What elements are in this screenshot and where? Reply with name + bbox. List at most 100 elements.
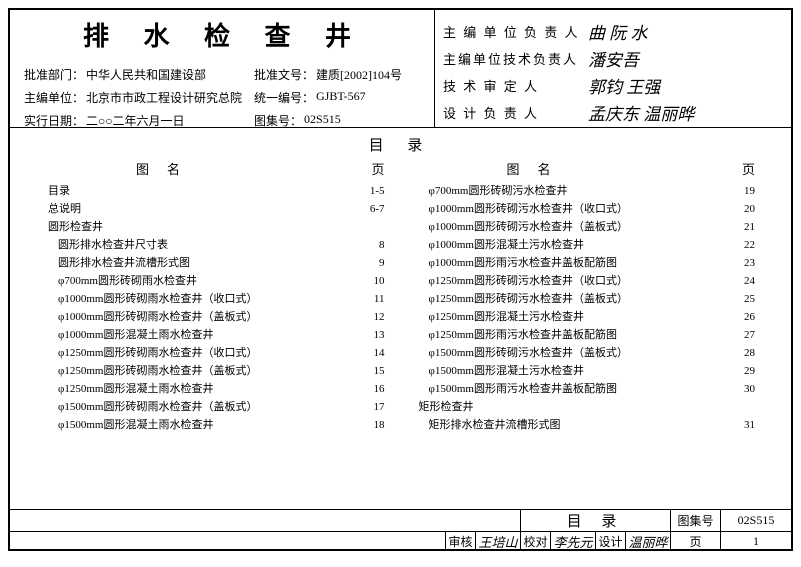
toc-row: φ1250mm圆形雨污水检查井盖板配筋图 27 [411, 326, 762, 344]
toc-row: 圆形排水检查井尺寸表8 [40, 236, 391, 254]
toc-item-page: 6-7 [370, 200, 385, 218]
toc-row: φ700mm圆形砖砌污水检查井19 [411, 182, 762, 200]
toc-item-page: 21 [744, 218, 755, 236]
toc-row: φ1000mm圆形混凝土雨水检查井 13 [40, 326, 391, 344]
toc-row: φ1250mm圆形砖砌污水检查井（收口式）24 [411, 272, 762, 290]
toc-left-col: 图名 页 目录 1-5 总说明 6-7 圆形检查井圆形排水检查井尺寸表8圆形排水检查井流槽… [30, 159, 401, 499]
toc-item-title: φ1250mm圆形砖砌雨水检查井（收口式） [58, 344, 257, 362]
toc-item-page: 1-5 [370, 182, 385, 200]
toc-hdr-name-r: 图名 [507, 159, 569, 178]
toc-row: φ1250mm圆形混凝土雨水检查井16 [40, 380, 391, 398]
toc-item-title: φ1250mm圆形砖砌污水检查井（盖板式） [429, 290, 628, 308]
sig2-label: 主编单位技术负责人 [443, 49, 588, 68]
toc-item-title: φ700mm圆形砖砌雨水检查井 [58, 272, 197, 290]
toc-row: 目录 1-5 [40, 182, 391, 200]
doc-title: 排 水 检 查 井 [24, 16, 424, 53]
toc-row: 总说明 6-7 [40, 200, 391, 218]
toc-row: φ1250mm圆形砖砌雨水检查井（盖板式） 15 [40, 362, 391, 380]
toc-item-page: 12 [374, 308, 385, 326]
uni-no: GJBT-567 [316, 89, 366, 106]
footer-sheji-label: 设计 [596, 532, 626, 551]
toc-item-title: 目录 [48, 182, 70, 200]
toc-item-title: φ1500mm圆形混凝土雨水检查井 [58, 416, 213, 434]
toc-item-title: 总说明 [48, 200, 81, 218]
toc-item-title: 矩形排水检查井流槽形式图 [429, 416, 561, 434]
toc-item-title: 矩形检查井 [419, 398, 474, 416]
toc-item-page: 10 [374, 272, 385, 290]
atlas-no: 02S515 [304, 112, 341, 129]
toc-item-title: 圆形排水检查井流槽形式图 [58, 254, 190, 272]
footer-shenhe-val: 王培山 [476, 532, 521, 551]
footer-block: 目 录 图集号 02S515 审核 王培山 校对 李先元 设计 温丽晔 页 1 [10, 509, 791, 549]
toc-item-title: φ1500mm圆形砖砌雨水检查井（盖板式） [58, 398, 257, 416]
footer-shenhe-label: 审核 [446, 532, 476, 551]
editor-unit-label: 主编单位： [24, 89, 84, 106]
sig1: 曲 阮 水 [588, 19, 648, 44]
toc-item-page: 22 [744, 236, 755, 254]
toc-item-page: 29 [744, 362, 755, 380]
toc-row: φ1000mm圆形砖砌污水检查井（收口式）20 [411, 200, 762, 218]
toc-item-title: φ1000mm圆形砖砌污水检查井（盖板式） [429, 218, 628, 236]
header-block: 排 水 检 查 井 批准部门：中华人民共和国建设部 批准文号：建质[2002]1… [10, 10, 791, 128]
toc-item-title: φ700mm圆形砖砌污水检查井 [429, 182, 568, 200]
toc-item-page: 18 [374, 416, 385, 434]
sig3: 郭钧 王强 [588, 73, 660, 98]
toc-item-page: 31 [744, 416, 755, 434]
toc-item-title: φ1000mm圆形砖砌雨水检查井（收口式） [58, 290, 257, 308]
sig2: 潘安吾 [588, 46, 639, 71]
footer-page-label: 页 [671, 532, 721, 551]
toc-item-title: φ1000mm圆形砖砌污水检查井（收口式） [429, 200, 628, 218]
sig1-label: 主 编 单 位 负 责 人 [443, 22, 588, 41]
toc-item-title: φ1250mm圆形砖砌污水检查井（收口式） [429, 272, 628, 290]
toc-hdr-page-l: 页 [371, 159, 384, 178]
exec-date: 二○○二年六月一日 [86, 112, 185, 129]
sig4: 孟庆东 温丽晔 [588, 100, 694, 125]
toc-row: φ1000mm圆形混凝土污水检查井 22 [411, 236, 762, 254]
header-left: 排 水 检 查 井 批准部门：中华人民共和国建设部 批准文号：建质[2002]1… [10, 10, 435, 127]
toc-row: 矩形检查井 [411, 398, 762, 416]
toc-row: φ1500mm圆形雨污水检查井盖板配筋图30 [411, 380, 762, 398]
footer-jiaodui-label: 校对 [521, 532, 551, 551]
approve-dept: 中华人民共和国建设部 [86, 66, 206, 83]
toc-row: φ1000mm圆形雨污水检查井盖板配筋图 23 [411, 254, 762, 272]
toc-row: φ1000mm圆形砖砌污水检查井（盖板式） 21 [411, 218, 762, 236]
toc-hdr-name-l: 图名 [136, 159, 198, 178]
toc-item-page: 25 [744, 290, 755, 308]
toc-item-page: 15 [374, 362, 385, 380]
footer-page-val: 1 [721, 532, 791, 551]
toc-item-page: 27 [744, 326, 755, 344]
approve-doc: 建质[2002]104号 [316, 66, 402, 83]
toc-item-page: 11 [374, 290, 385, 308]
toc-row: φ1500mm圆形混凝土雨水检查井 18 [40, 416, 391, 434]
toc-area: 图名 页 目录 1-5 总说明 6-7 圆形检查井圆形排水检查井尺寸表8圆形排水检查井流槽… [10, 159, 791, 499]
toc-row: φ1500mm圆形混凝土污水检查井 29 [411, 362, 762, 380]
toc-item-title: φ1000mm圆形雨污水检查井盖板配筋图 [429, 254, 617, 272]
toc-item-page: 13 [374, 326, 385, 344]
sig4-label: 设 计 负 责 人 [443, 103, 588, 122]
toc-item-page: 8 [379, 236, 385, 254]
toc-item-title: φ1250mm圆形混凝土雨水检查井 [58, 380, 213, 398]
toc-item-title: φ1500mm圆形混凝土污水检查井 [429, 362, 584, 380]
uni-no-label: 统一编号： [254, 89, 314, 106]
toc-item-page: 14 [374, 344, 385, 362]
footer-mulu: 目 录 [521, 510, 671, 531]
toc-item-title: φ1250mm圆形混凝土污水检查井 [429, 308, 584, 326]
toc-item-page: 28 [744, 344, 755, 362]
toc-item-page: 23 [744, 254, 755, 272]
approve-doc-label: 批准文号： [254, 66, 314, 83]
sig3-label: 技 术 审 定 人 [443, 76, 588, 95]
toc-item-title: φ1250mm圆形雨污水检查井盖板配筋图 [429, 326, 617, 344]
footer-atlas-val: 02S515 [721, 510, 791, 531]
toc-row: φ1250mm圆形砖砌雨水检查井（收口式） 14 [40, 344, 391, 362]
editor-unit: 北京市市政工程设计研究总院 [86, 89, 242, 106]
footer-atlas-label: 图集号 [671, 510, 721, 531]
toc-row: φ1250mm圆形混凝土污水检查井26 [411, 308, 762, 326]
toc-item-title: φ1250mm圆形砖砌雨水检查井（盖板式） [58, 362, 257, 380]
exec-date-label: 实行日期： [24, 112, 84, 129]
footer-sheji-val: 温丽晔 [626, 532, 671, 551]
toc-item-title: φ1000mm圆形混凝土雨水检查井 [58, 326, 213, 344]
toc-item-title: φ1000mm圆形混凝土污水检查井 [429, 236, 584, 254]
toc-item-title: 圆形检查井 [48, 218, 103, 236]
toc-row: φ1500mm圆形砖砌污水检查井（盖板式）28 [411, 344, 762, 362]
toc-item-page: 9 [379, 254, 385, 272]
